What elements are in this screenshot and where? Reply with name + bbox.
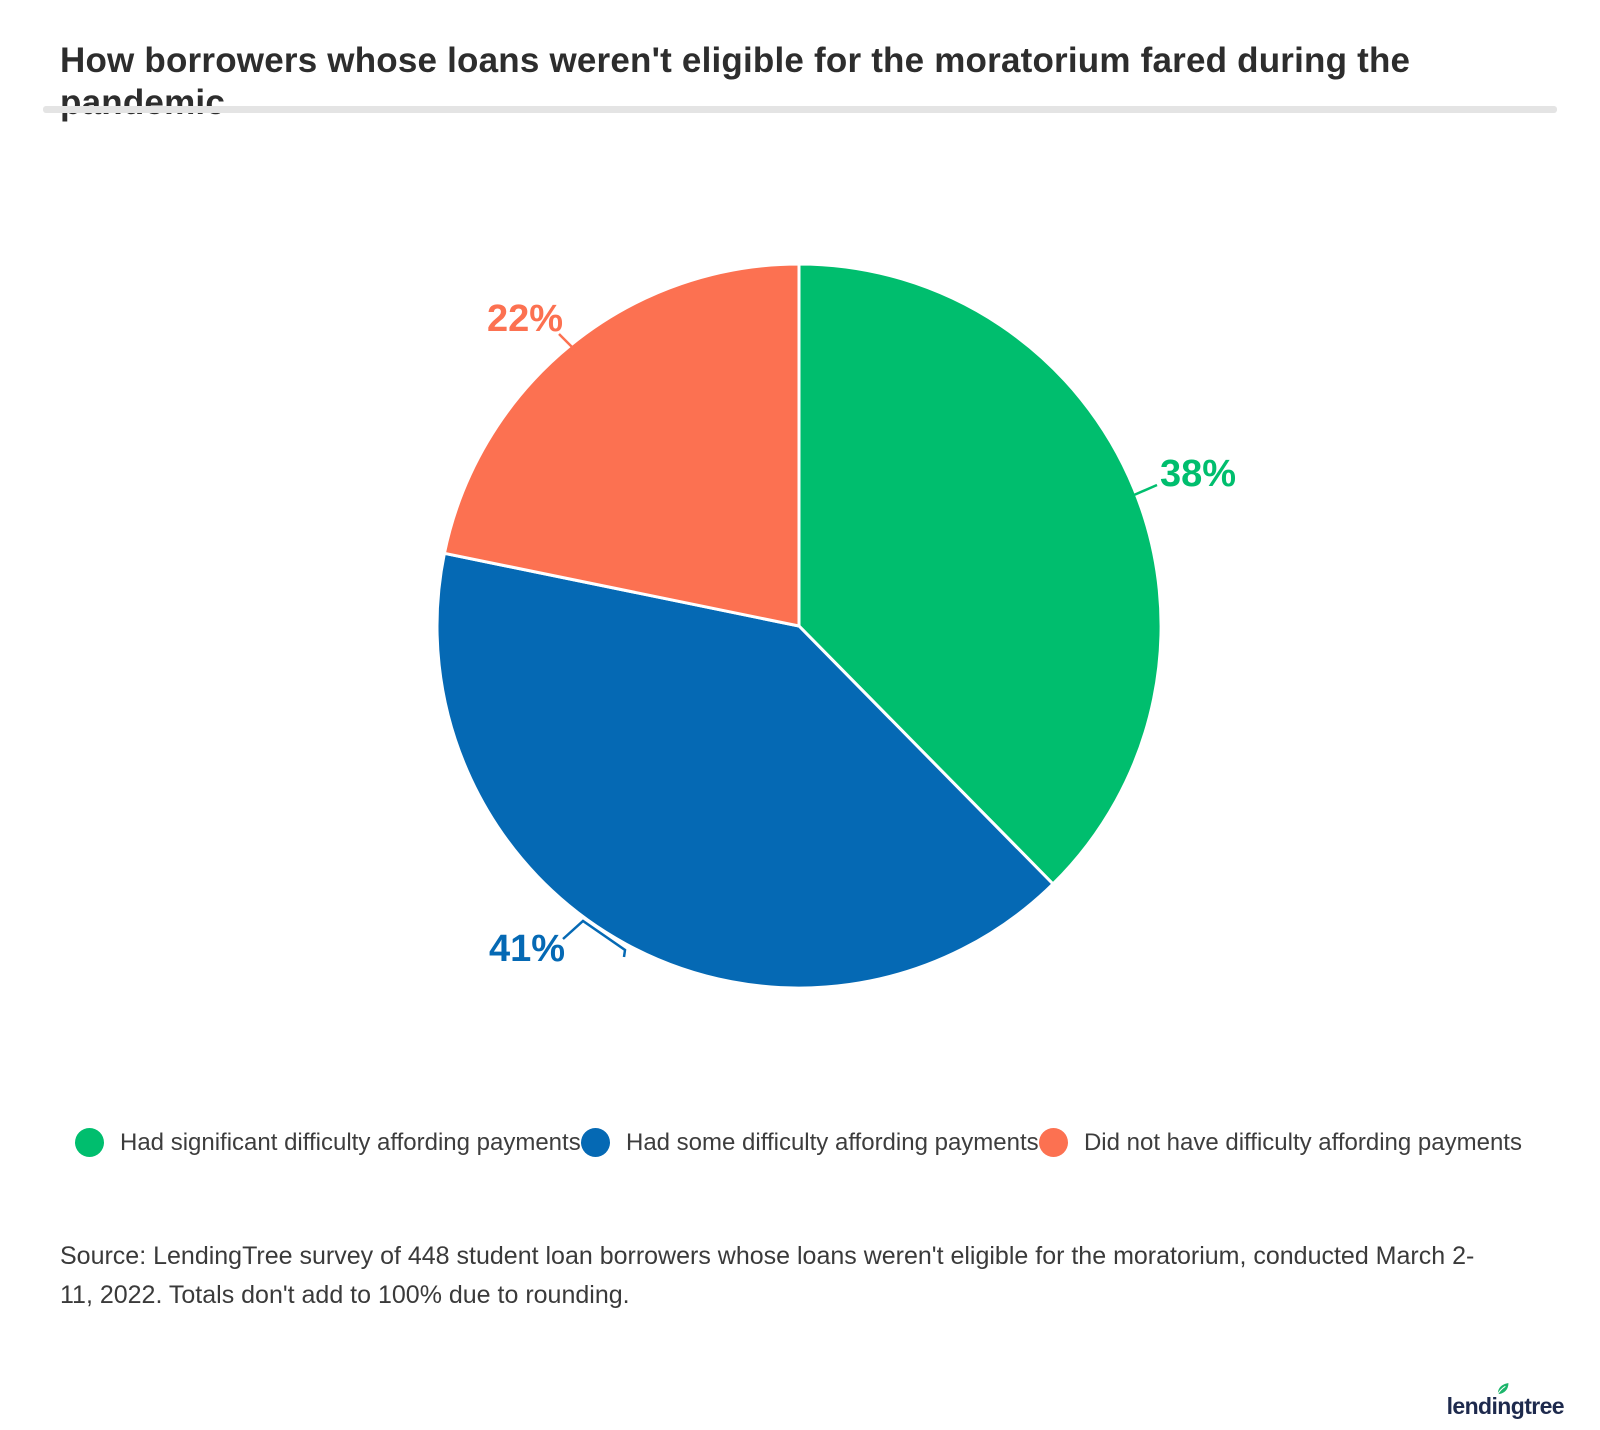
title-divider: [43, 106, 1557, 113]
pie-percentage-label-0: 38%: [1160, 453, 1236, 495]
pie-slice-1: [435, 551, 1055, 990]
source-note: Source: LendingTree survey of 448 studen…: [60, 1242, 1475, 1309]
logo-text: lendingtree: [1447, 1383, 1565, 1418]
legend-label: Had some difficulty affording payments: [625, 1128, 1039, 1156]
label-leader-line-2: [558, 333, 576, 351]
leaf-icon: [1496, 1383, 1509, 1396]
label-leader-line-1: [562, 919, 627, 958]
label-leader-line-0: [1133, 483, 1158, 497]
pie-percentage-label-2: 22%: [487, 298, 563, 340]
chart-legend: Had significant difficulty affording pay…: [0, 1128, 1600, 1157]
legend-label: Did not have difficulty affording paymen…: [1083, 1128, 1522, 1156]
lendingtree-logo: lendingtree: [1447, 1383, 1565, 1418]
legend-item-some-difficulty: Had some difficulty affording payments: [580, 1128, 1039, 1157]
pie-chart: 38% 41% 22%: [435, 262, 1236, 990]
legend-swatch-blue-icon: [580, 1128, 610, 1157]
pie-slice-0: [797, 262, 1163, 886]
pie-percentage-label-1: 41%: [489, 928, 565, 970]
page-title: How borrowers whose loans weren't eligib…: [60, 41, 1411, 122]
legend-item-significant-difficulty: Had significant difficulty affording pay…: [75, 1128, 581, 1157]
legend-swatch-orange-icon: [1038, 1128, 1068, 1157]
legend-label: Had significant difficulty affording pay…: [120, 1128, 581, 1156]
legend-item-no-difficulty: Did not have difficulty affording paymen…: [1038, 1128, 1522, 1157]
legend-swatch-green-icon: [75, 1128, 104, 1157]
